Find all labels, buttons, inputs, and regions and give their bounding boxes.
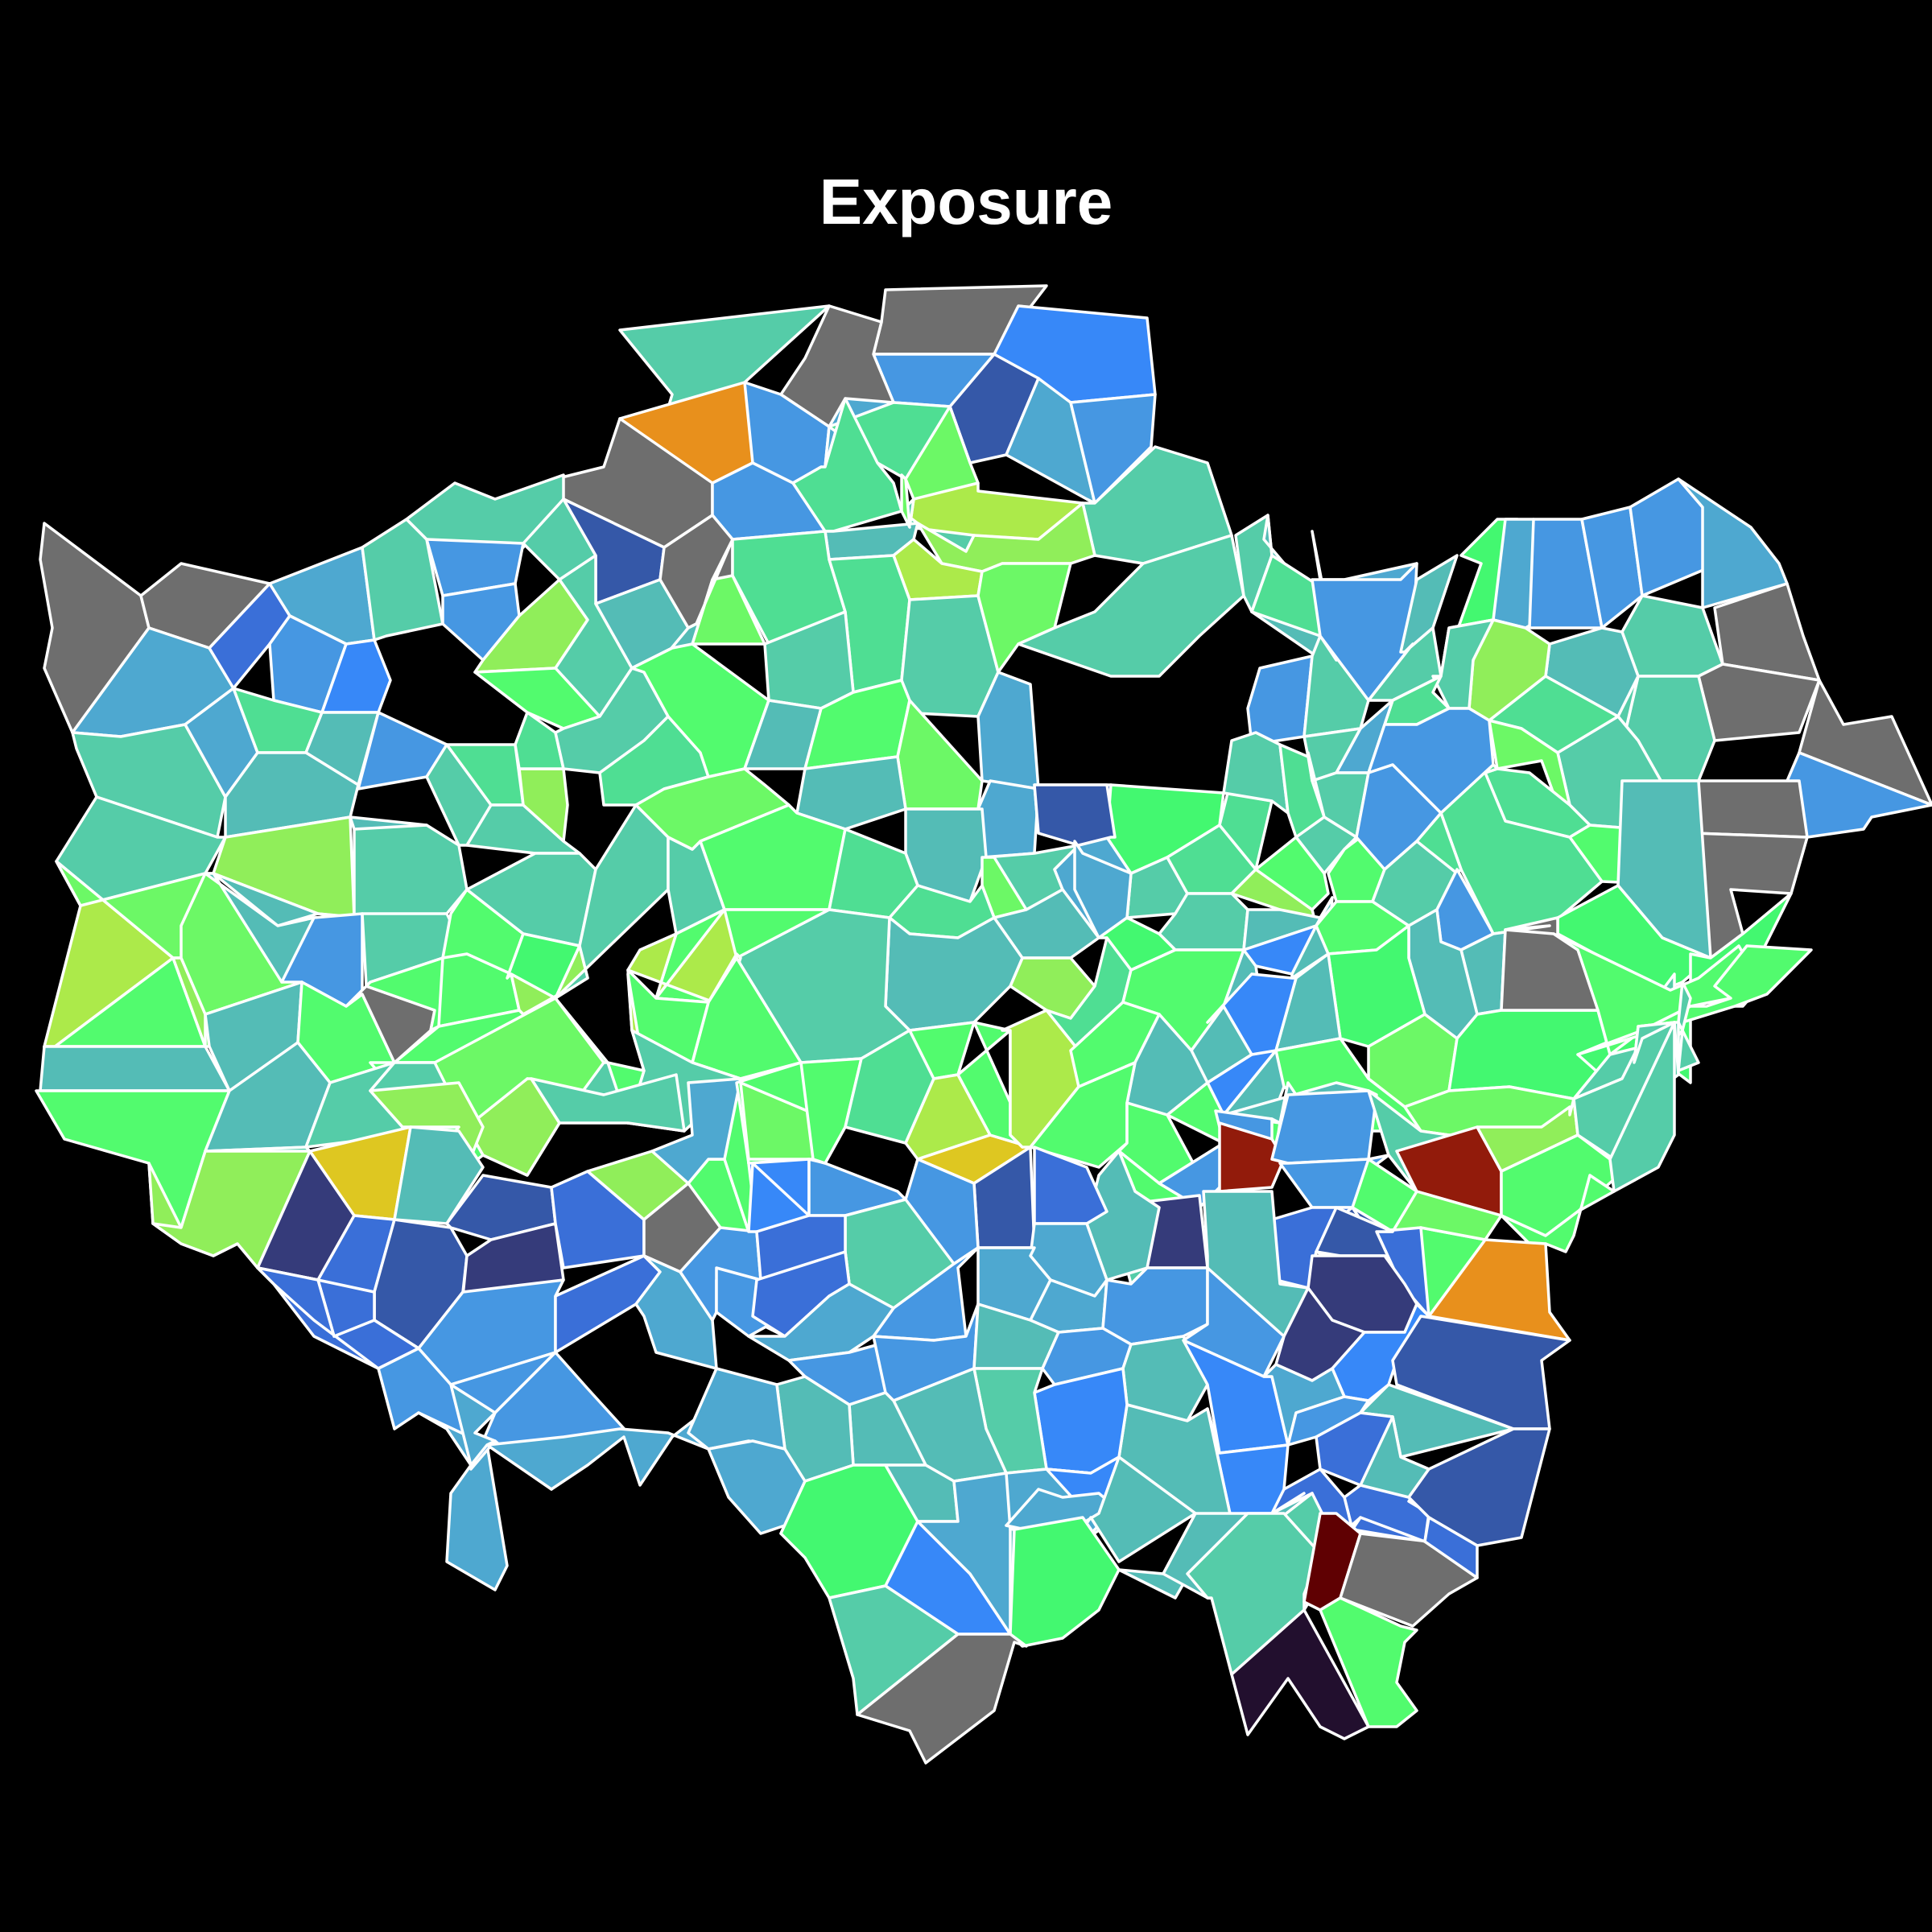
map-region [417,1411,509,1591]
map-region [449,1383,497,1467]
map-region [976,779,1040,859]
map-region [1500,928,1600,1012]
map-region [1319,1596,1418,1728]
map-region [1033,1367,1129,1475]
map-region [1798,679,1932,807]
map-region [1294,815,1358,875]
map-region [856,1633,1028,1765]
map-title: Exposure [819,166,1113,237]
map-region [518,767,569,843]
map-region [393,1125,485,1225]
map-region [687,1367,786,1451]
map-region [1033,783,1117,847]
map-region [320,638,392,714]
map-region [1693,779,1809,839]
map-region [353,824,469,919]
map-region [1254,836,1330,911]
map-region [799,1057,863,1165]
map-region [1017,534,1245,678]
map-region [1302,634,1370,738]
map-region [1270,1089,1378,1165]
map-region [1230,1608,1370,1740]
map-region [1218,1121,1286,1193]
map-region [1005,377,1096,505]
map-region [39,1045,231,1092]
map-region [530,1073,686,1133]
map-region [1033,1146,1108,1225]
map-region [1246,654,1314,746]
map-region [1101,1266,1209,1346]
map-region [1608,1021,1676,1193]
map-region [1069,393,1157,505]
map-region [349,815,428,831]
map-region [1576,944,1813,1056]
map-region [71,723,227,839]
map-region [976,671,1040,791]
map-region [1081,445,1233,565]
map-region [900,473,911,529]
map-region [1359,1516,1479,1579]
map-region [1206,972,1298,1056]
map-region [795,755,907,831]
map-region [1552,932,1757,1056]
map-region [1327,924,1426,1048]
map-region [1407,1427,1551,1547]
map-region [1009,1516,1121,1648]
map-region [634,767,791,851]
